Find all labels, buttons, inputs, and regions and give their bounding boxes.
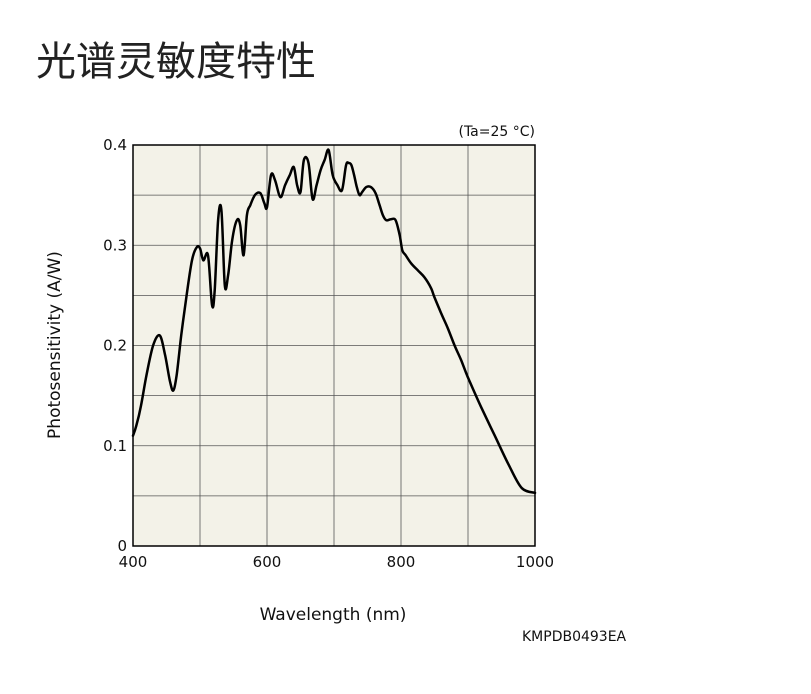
- series-line: [131, 148, 537, 495]
- page-title: 光谱灵敏度特性: [36, 39, 316, 85]
- x-axis-ticks: 400 600 800 1000: [119, 553, 554, 571]
- plot-frame: [132, 144, 536, 547]
- x-axis-title: Wavelength (nm): [260, 605, 407, 625]
- y-axis-title: Photosensitivity (A/W): [45, 251, 65, 439]
- figure-code: KMPDB0493EA: [522, 629, 627, 645]
- x-tick-label: 400: [119, 553, 148, 571]
- x-tick-label: 800: [387, 553, 416, 571]
- x-tick-label: 600: [253, 553, 282, 571]
- y-tick-label: 0.3: [103, 236, 127, 254]
- y-axis-ticks: 0 0.1 0.2 0.3 0.4: [103, 136, 127, 555]
- y-tick-label: 0.4: [103, 136, 127, 154]
- x-tick-label: 1000: [516, 553, 554, 571]
- y-tick-label: 0: [117, 537, 127, 555]
- condition-note: (Ta=25 °C): [458, 124, 535, 140]
- y-tick-label: 0.1: [103, 437, 127, 455]
- y-tick-label: 0.2: [103, 337, 127, 355]
- grid-lines: [133, 145, 535, 546]
